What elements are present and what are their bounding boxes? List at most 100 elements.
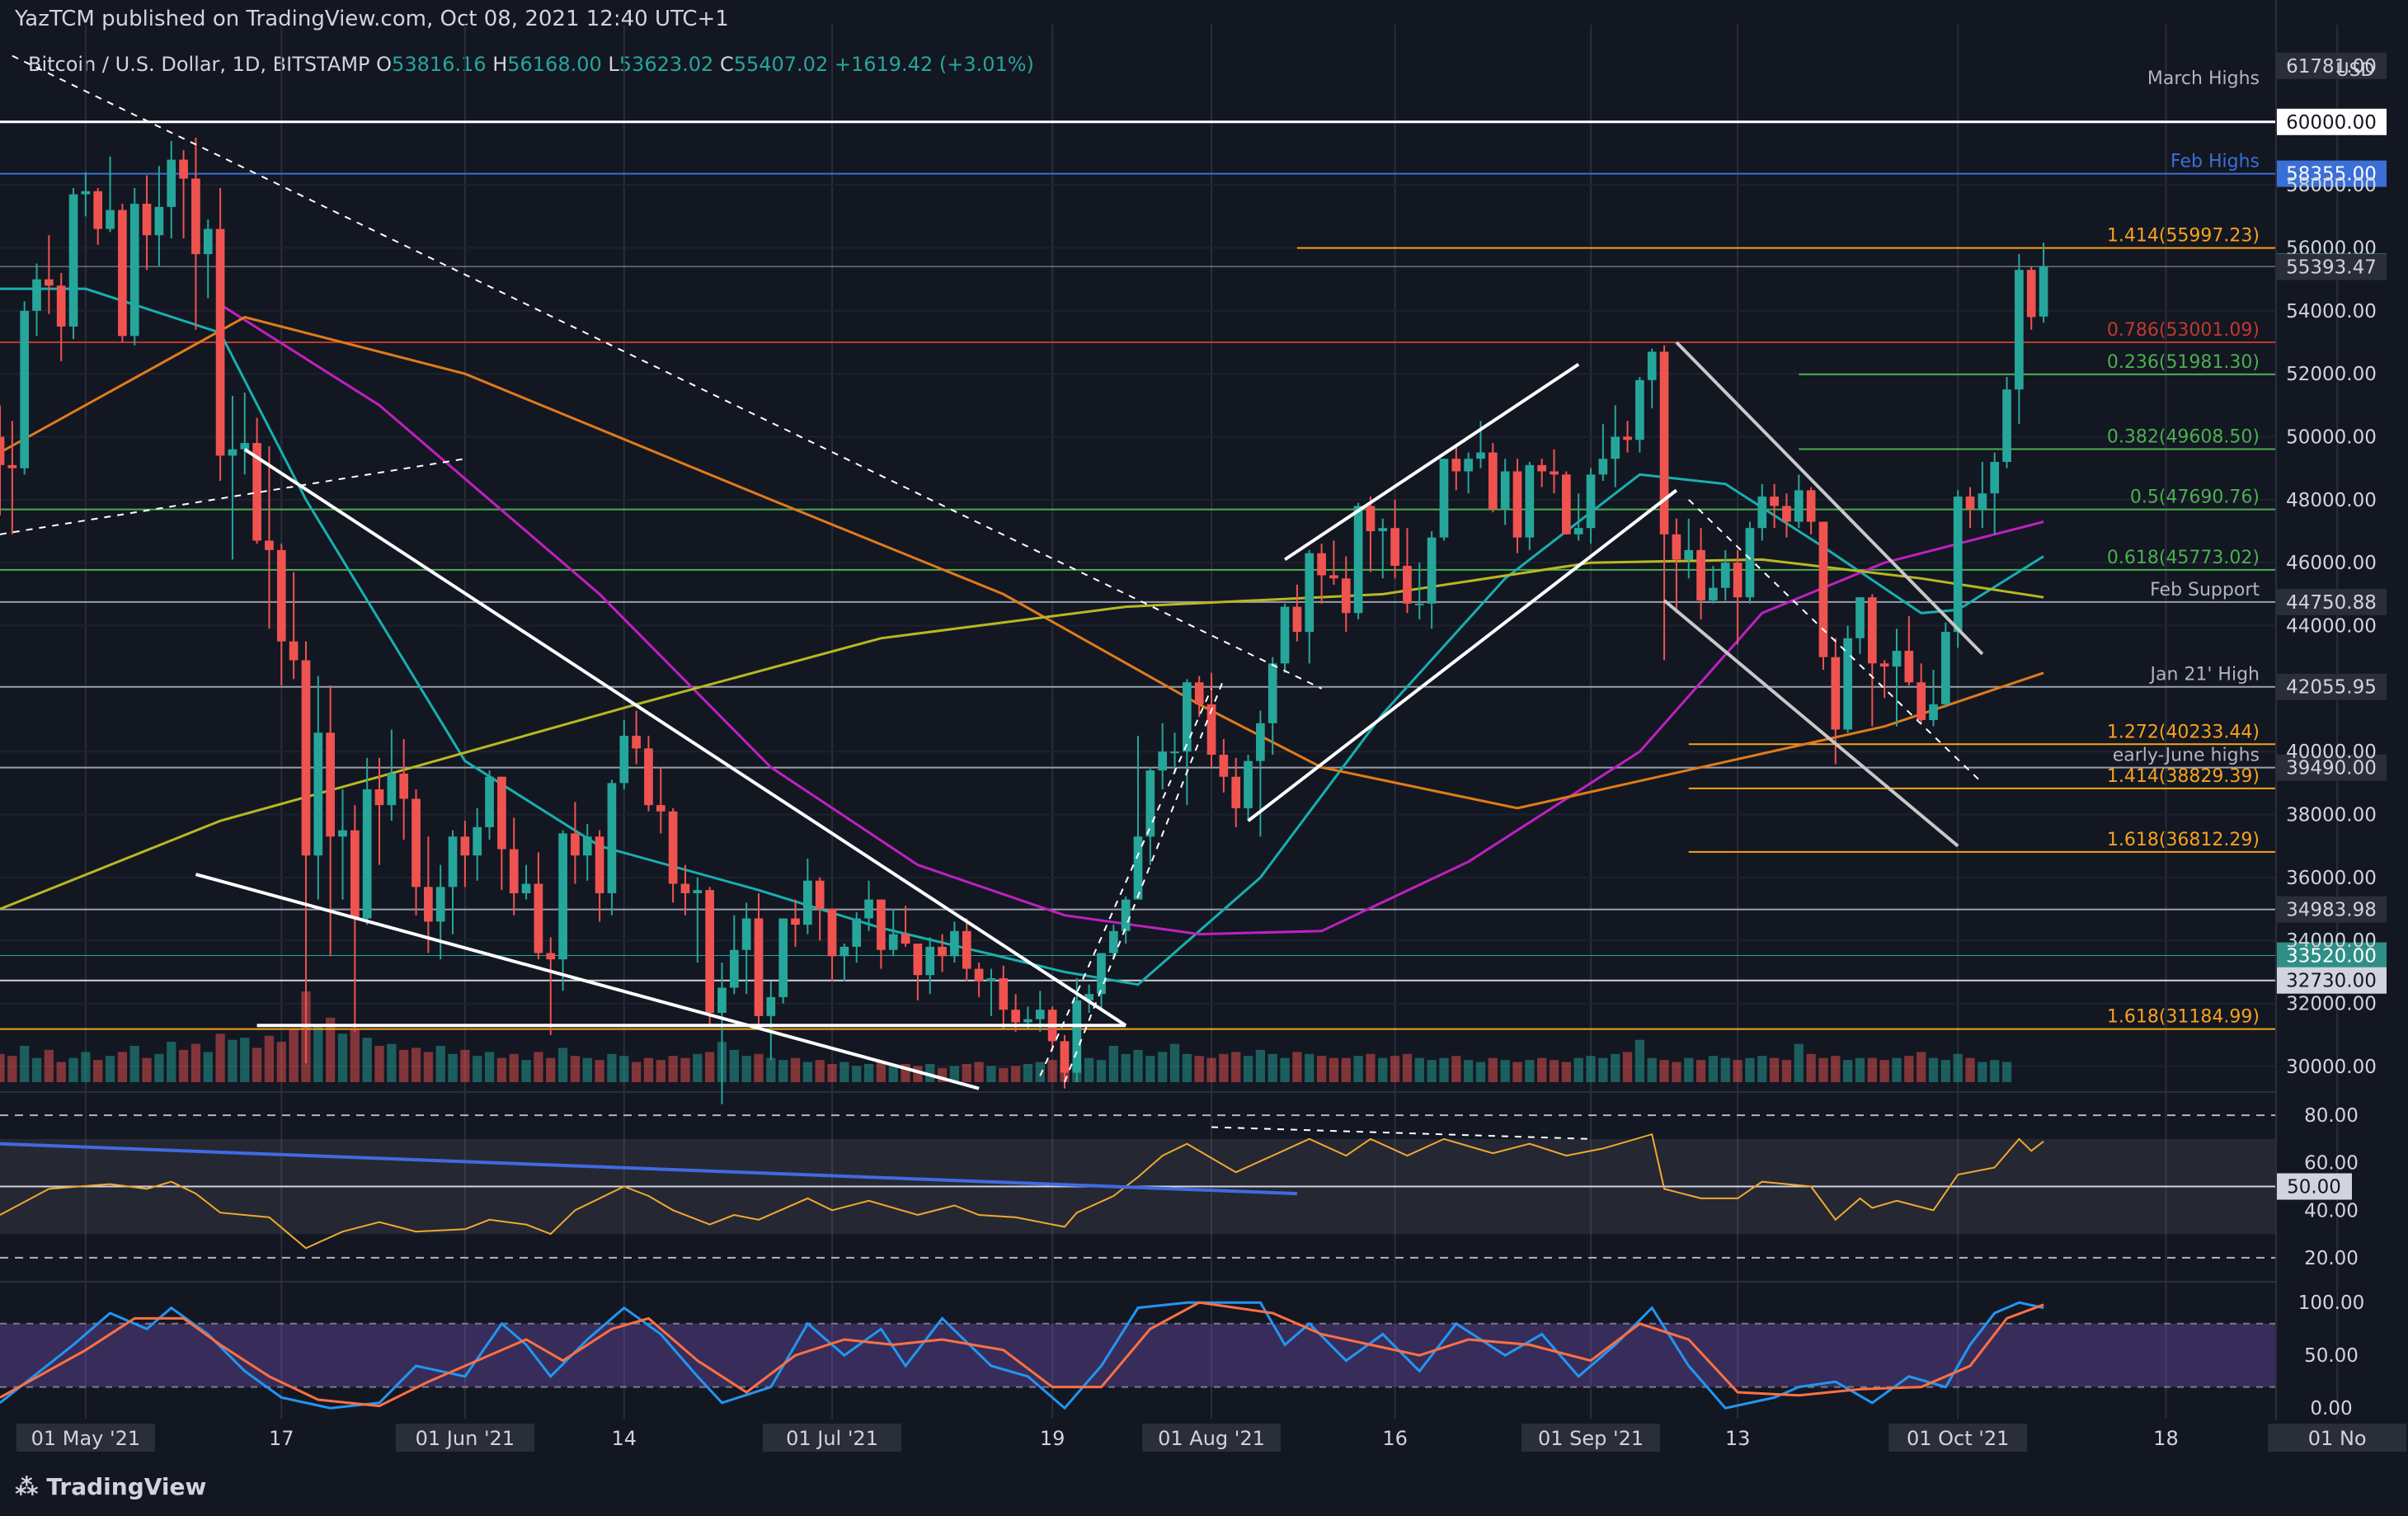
high-label: H bbox=[492, 53, 508, 76]
volume-bar bbox=[1928, 1057, 1939, 1082]
candle-body bbox=[1917, 682, 1926, 721]
volume-bar bbox=[435, 1046, 445, 1082]
volume-bar bbox=[362, 1038, 372, 1082]
candle-body bbox=[485, 776, 494, 827]
candle-body bbox=[301, 660, 311, 856]
volume-bar bbox=[1512, 1062, 1522, 1082]
candle-body bbox=[1562, 474, 1571, 534]
candle-body bbox=[1525, 464, 1535, 538]
level-text: 1.414(55997.23) bbox=[2107, 226, 2260, 247]
volume-bar bbox=[656, 1060, 665, 1082]
candle-body bbox=[1745, 528, 1755, 598]
candle-body bbox=[974, 968, 984, 982]
volume-bar bbox=[1169, 1043, 1180, 1082]
rsi-trendline bbox=[1211, 1126, 1592, 1140]
candle-body bbox=[1831, 657, 1841, 730]
volume-bar bbox=[1133, 1049, 1143, 1082]
time-tick-label: 16 bbox=[1382, 1427, 1408, 1450]
candle-body bbox=[852, 918, 862, 947]
candle-body bbox=[1414, 603, 1424, 605]
trendline bbox=[1688, 499, 1983, 784]
volume-bar bbox=[1427, 1060, 1437, 1082]
time-axis[interactable]: 01 May '21 17 01 Jun '21 14 01 Jul '21 19 01 A… bbox=[0, 1420, 2408, 1453]
candle-body bbox=[1060, 1041, 1070, 1073]
volume-bar bbox=[20, 1046, 30, 1082]
volume-bar bbox=[1818, 1057, 1828, 1082]
price-label: 58355.00 bbox=[2286, 164, 2377, 186]
candle-body bbox=[1488, 452, 1498, 510]
price-label-box bbox=[2276, 754, 2387, 781]
level-text: 1.618(36812.29) bbox=[2107, 830, 2260, 850]
volume-bar bbox=[203, 1052, 213, 1082]
volume-bar bbox=[1145, 1056, 1155, 1082]
stoch-d-line bbox=[0, 1301, 2044, 1408]
volume-bar bbox=[496, 1057, 507, 1082]
volume-bar bbox=[802, 1062, 812, 1082]
price-label: 44750.88 bbox=[2286, 592, 2377, 614]
candle-body bbox=[717, 987, 727, 1014]
volume-bar bbox=[1158, 1052, 1168, 1082]
volume-bar bbox=[949, 1066, 960, 1082]
stoch-tick-label: 0.00 bbox=[2310, 1398, 2352, 1419]
candle-body bbox=[338, 830, 347, 837]
volume-bar bbox=[2001, 1062, 2012, 1082]
volume-bar bbox=[178, 1049, 189, 1082]
volume-bar bbox=[105, 1056, 115, 1082]
stoch-rsi-pane bbox=[0, 1301, 2276, 1410]
level-text: Jan 21' High bbox=[2148, 665, 2260, 685]
volume-bar bbox=[852, 1066, 862, 1082]
candle-body bbox=[1500, 471, 1510, 510]
candle-body bbox=[1341, 578, 1351, 614]
candle-body bbox=[228, 449, 238, 456]
candle-body bbox=[362, 789, 372, 919]
volume-bar bbox=[1781, 1060, 1792, 1082]
level-text: March Highs bbox=[2147, 68, 2260, 89]
candle-body bbox=[1818, 521, 1828, 657]
volume-bar bbox=[607, 1053, 617, 1082]
volume-bar bbox=[1451, 1056, 1461, 1082]
candle-body bbox=[1035, 1010, 1045, 1019]
candle-body bbox=[1512, 471, 1522, 538]
candle-body bbox=[901, 934, 910, 944]
volume-bar bbox=[1769, 1057, 1780, 1082]
rsi-line bbox=[0, 1132, 2044, 1250]
candle-body bbox=[2026, 270, 2036, 318]
volume-bar bbox=[913, 1066, 923, 1082]
volume-bar bbox=[546, 1057, 556, 1082]
candle-body bbox=[1476, 452, 1485, 459]
volume-bar bbox=[1305, 1053, 1315, 1082]
price-tick-label: 54000.00 bbox=[2286, 301, 2377, 323]
volume-bar bbox=[521, 1060, 531, 1082]
candle-body bbox=[791, 918, 800, 925]
low-label: L bbox=[608, 53, 619, 76]
stoch-band bbox=[0, 1323, 2276, 1387]
price-axis[interactable]: 60000.0058355.0055407.0244750.8842055.95… bbox=[2275, 0, 2387, 1453]
candle-body bbox=[1267, 663, 1277, 723]
trendlines bbox=[0, 54, 1984, 1090]
volume-bar bbox=[215, 1033, 225, 1082]
volume-bar bbox=[790, 1057, 801, 1082]
volume-bar bbox=[1598, 1057, 1608, 1082]
candle-body bbox=[962, 930, 971, 969]
volume-bar bbox=[1316, 1056, 1327, 1082]
candle-body bbox=[1709, 587, 1718, 600]
candle-body bbox=[656, 805, 665, 812]
volume-bar bbox=[81, 1052, 91, 1082]
stoch-tick-label: 100.00 bbox=[2298, 1292, 2364, 1314]
price-tick-label: 58000.00 bbox=[2286, 175, 2377, 196]
volume-bar bbox=[1708, 1056, 1719, 1082]
candle-body bbox=[1892, 651, 1902, 667]
candle-body bbox=[1550, 471, 1559, 475]
candle-body bbox=[1879, 663, 1889, 667]
time-tick-label: 01 Oct '21 bbox=[1907, 1427, 2009, 1450]
candle-body bbox=[1121, 899, 1131, 931]
volume-bar bbox=[888, 1066, 898, 1082]
volume-bar bbox=[1831, 1056, 1841, 1082]
volume-bar bbox=[129, 1046, 139, 1082]
time-tick-label: 01 Sep '21 bbox=[1538, 1427, 1644, 1450]
volume-bar bbox=[778, 1060, 788, 1082]
volume-bar bbox=[1023, 1064, 1033, 1082]
candle-body bbox=[289, 641, 299, 661]
volume-bar bbox=[1843, 1060, 1853, 1082]
